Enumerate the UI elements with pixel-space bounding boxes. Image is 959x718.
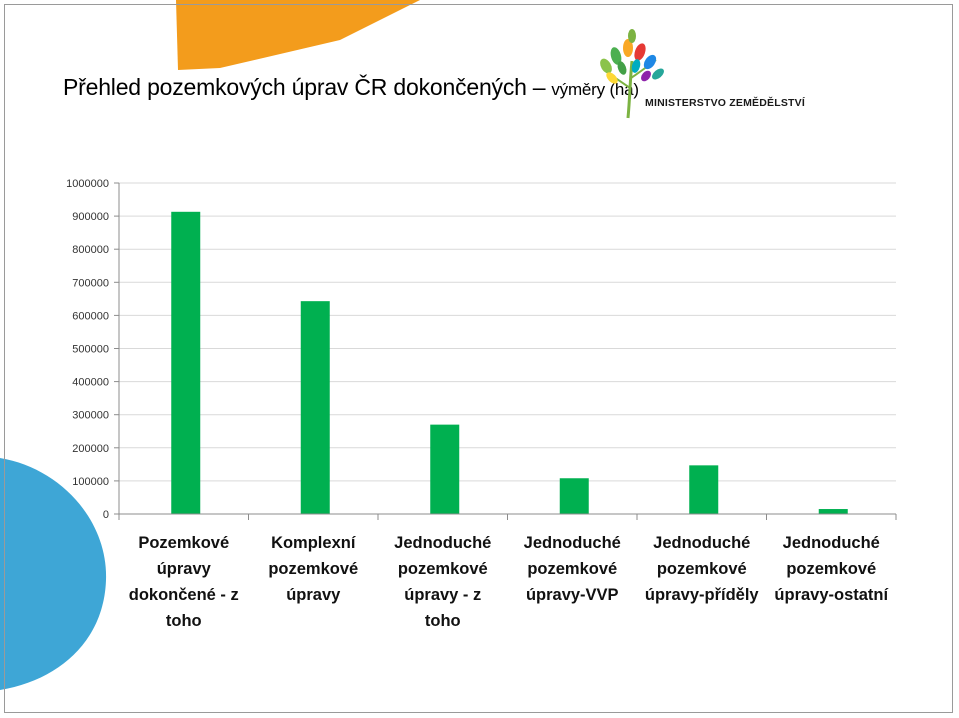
- bar: [559, 478, 589, 514]
- title-separator: –: [532, 74, 546, 100]
- x-tick-label: Jednoduché pozemkové úpravy-ostatní: [767, 530, 896, 608]
- x-tick-label-line: úpravy: [286, 586, 341, 604]
- x-tick-label-line: toho: [165, 612, 202, 630]
- x-tick-label-line: toho: [424, 612, 461, 630]
- y-tick-label: 300000: [72, 410, 109, 422]
- x-tick-label: Pozemkové úpravy dokončené - z toho: [119, 530, 248, 634]
- x-tick-label-line: Komplexní: [271, 534, 356, 552]
- x-tick-label: Komplexní pozemkové úpravy: [249, 530, 378, 608]
- bar: [300, 301, 330, 514]
- bar: [818, 509, 848, 514]
- x-tick-label-line: Jednoduché: [394, 534, 492, 552]
- x-tick-label-line: pozemkové: [397, 560, 488, 578]
- x-tick-label-line: pozemkové: [527, 560, 618, 578]
- x-tick-label-line: Pozemkové: [138, 534, 230, 552]
- x-tick-label-line: úpravy-ostatní: [774, 586, 889, 604]
- x-tick-label-line: úpravy: [156, 560, 211, 578]
- y-tick-label: 700000: [72, 277, 109, 289]
- x-tick-label-line: úpravy - z: [404, 586, 482, 604]
- x-tick-label: Jednoduché pozemkové úpravy - z toho: [378, 530, 507, 634]
- chart-bars: [171, 211, 848, 514]
- chart-axes: [118, 183, 897, 520]
- bar: [171, 211, 201, 514]
- y-tick-label: 600000: [72, 310, 109, 322]
- chart-gridlines: [119, 182, 896, 515]
- x-tick-label-line: pozemkové: [268, 560, 359, 578]
- y-tick-label: 0: [103, 509, 109, 521]
- blue-circle-shape: [0, 458, 107, 690]
- x-tick-label-line: pozemkové: [656, 560, 747, 578]
- bar: [689, 465, 719, 514]
- orange-swoosh-shape: [176, 0, 420, 70]
- y-tick-label: 1000000: [66, 178, 109, 190]
- y-tick-label: 200000: [72, 443, 109, 455]
- slide-title: Přehled pozemkových úprav ČR dokončených…: [63, 74, 639, 101]
- x-tick-label: Jednoduché pozemkové úpravy-příděly: [637, 530, 766, 608]
- x-tick-label-line: Jednoduché: [523, 534, 621, 552]
- x-tick-label-line: úpravy-příděly: [644, 586, 759, 604]
- x-tick-label: Jednoduché pozemkové úpravy-VVP: [508, 530, 637, 608]
- bar: [430, 424, 460, 514]
- ministry-logo-text: MINISTERSTVO ZEMĚDĚLSTVÍ: [645, 97, 805, 109]
- y-tick-label: 500000: [72, 344, 109, 356]
- title-subtitle-text: výměry (ha): [551, 80, 639, 99]
- x-tick-label-line: úpravy-VVP: [525, 586, 619, 604]
- y-tick-label: 900000: [72, 211, 109, 223]
- ministry-tree-logo-icon: [600, 29, 664, 119]
- x-tick-label-line: pozemkové: [786, 560, 877, 578]
- y-axis-ticks: 0 100000 200000 300000 400000 500000 600000 700…: [66, 178, 119, 521]
- x-tick-label-line: Jednoduché: [653, 534, 751, 552]
- title-main-text: Přehled pozemkových úprav ČR dokončených: [63, 74, 527, 100]
- x-tick-label-line: dokončené - z: [128, 586, 239, 604]
- y-tick-label: 100000: [72, 476, 109, 488]
- y-tick-label: 800000: [72, 244, 109, 256]
- x-tick-label-line: Jednoduché: [782, 534, 880, 552]
- y-tick-label: 400000: [72, 377, 109, 389]
